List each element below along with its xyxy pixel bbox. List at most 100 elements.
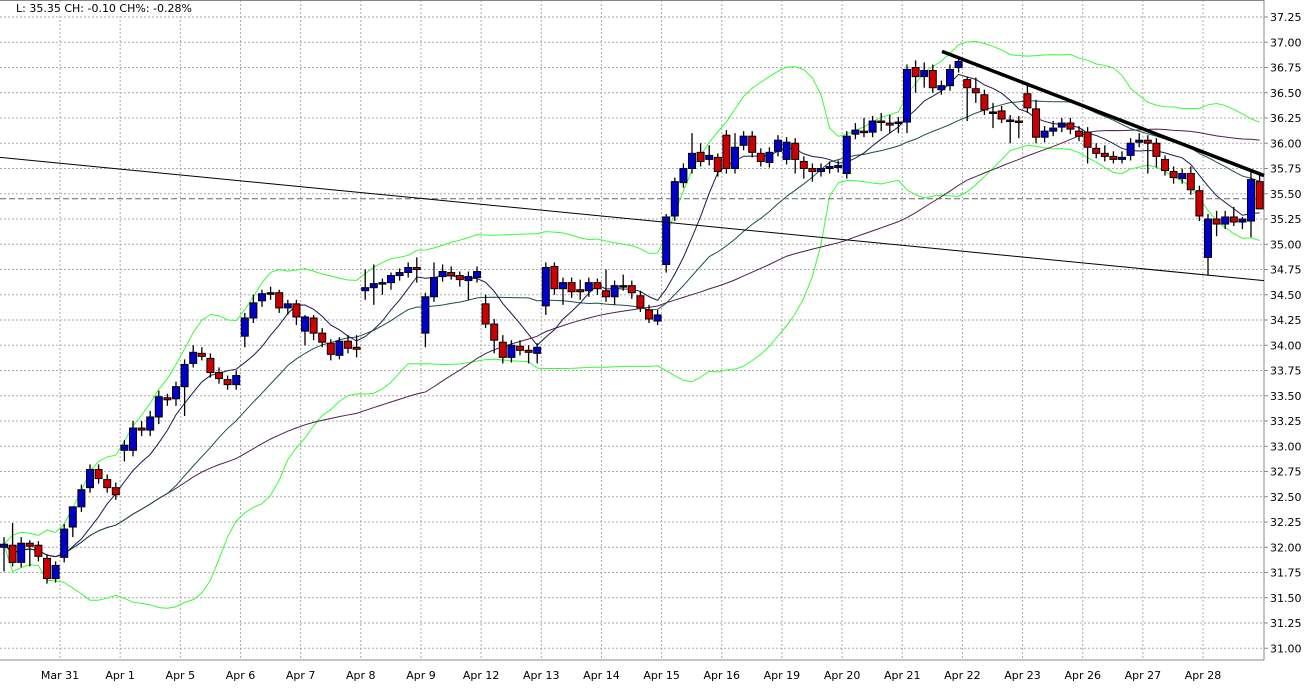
candle-body: [309, 317, 318, 334]
candle: [834, 160, 843, 173]
candle: [1238, 216, 1247, 230]
y-tick-label: 36.25: [1270, 112, 1302, 125]
candle: [541, 262, 550, 315]
x-tick-label: Apr 20: [824, 669, 861, 682]
candle: [851, 123, 860, 140]
candle-body: [713, 156, 722, 173]
candle: [1186, 166, 1195, 195]
y-tick-label: 36.50: [1270, 87, 1302, 100]
candle-body: [344, 340, 352, 349]
y-tick-label: 36.00: [1270, 137, 1302, 150]
candle: [567, 277, 576, 298]
candle: [111, 482, 120, 500]
candle-body: [1075, 130, 1083, 137]
candle-body: [662, 216, 671, 265]
candle-body: [43, 557, 51, 580]
candle: [997, 105, 1006, 124]
candle: [610, 280, 619, 305]
candle: [1247, 171, 1255, 238]
candle-body: [782, 141, 791, 160]
candle: [885, 114, 894, 134]
candle: [77, 484, 86, 512]
candle-body: [395, 272, 404, 277]
x-tick-label: Apr 15: [643, 669, 680, 682]
candle: [481, 294, 490, 329]
candle: [240, 312, 249, 348]
candle: [911, 60, 920, 93]
candle: [842, 131, 851, 179]
candle-body: [670, 181, 679, 217]
candle-body: [731, 146, 739, 169]
candle-body: [765, 151, 774, 163]
candle-body: [903, 69, 911, 123]
candle-body: [971, 88, 980, 94]
candle-body: [180, 363, 189, 388]
candle-body: [120, 444, 129, 451]
candle: [146, 410, 155, 437]
candle-body: [146, 416, 155, 431]
candle: [920, 62, 929, 88]
candle: [421, 292, 430, 348]
candle-body: [240, 317, 249, 337]
y-tick-label: 35.75: [1270, 163, 1302, 176]
candle: [619, 274, 628, 291]
candle: [559, 277, 567, 305]
candle-body: [1204, 218, 1212, 258]
candle: [249, 294, 258, 324]
candle-body: [129, 427, 137, 451]
candle-body: [524, 349, 533, 353]
x-tick-label: Apr 23: [1004, 669, 1041, 682]
candle: [1100, 145, 1109, 162]
candle: [1178, 168, 1187, 184]
candle: [636, 290, 645, 312]
candle-body: [860, 130, 868, 134]
candle-body: [77, 489, 86, 508]
candle: [232, 370, 241, 390]
candle-body: [8, 544, 17, 563]
candle: [627, 280, 636, 299]
candle-body: [258, 293, 266, 302]
candle-body: [94, 468, 103, 480]
candle: [369, 264, 378, 305]
candle: [946, 64, 954, 91]
candle-body: [1040, 130, 1049, 138]
candle: [1014, 115, 1023, 139]
candle: [189, 345, 198, 368]
candle-body: [748, 135, 757, 153]
y-tick-label: 34.50: [1270, 289, 1302, 302]
candle: [713, 153, 722, 177]
candle: [490, 318, 499, 354]
candle: [782, 137, 791, 165]
candle: [1040, 126, 1049, 143]
candle: [404, 262, 413, 278]
candle: [197, 347, 206, 361]
candle: [8, 523, 17, 567]
bollinger-upper-line: [3, 40, 1260, 545]
candle-body: [464, 276, 473, 282]
candle: [1023, 82, 1032, 113]
candle: [387, 272, 395, 290]
y-tick-label: 35.25: [1270, 213, 1302, 226]
candle: [447, 266, 456, 280]
candle: [954, 57, 963, 73]
candle: [1135, 133, 1144, 148]
moving-average-slow-line: [3, 128, 1260, 558]
candle-body: [645, 309, 653, 320]
candle-body: [404, 266, 413, 274]
candle-body: [937, 85, 946, 91]
candle: [1109, 151, 1118, 164]
y-tick-label: 31.00: [1270, 642, 1302, 655]
candle-body: [387, 275, 395, 284]
candle-body: [1212, 218, 1221, 225]
candle: [206, 353, 215, 378]
candle-body: [1247, 179, 1255, 222]
candle: [739, 131, 748, 151]
candle-body: [808, 168, 817, 173]
y-tick-label: 31.50: [1270, 592, 1302, 605]
candle-body: [877, 120, 886, 124]
candle: [275, 289, 284, 313]
candle-body: [696, 151, 705, 162]
y-tick-label: 31.75: [1270, 567, 1302, 580]
candle: [34, 541, 43, 562]
